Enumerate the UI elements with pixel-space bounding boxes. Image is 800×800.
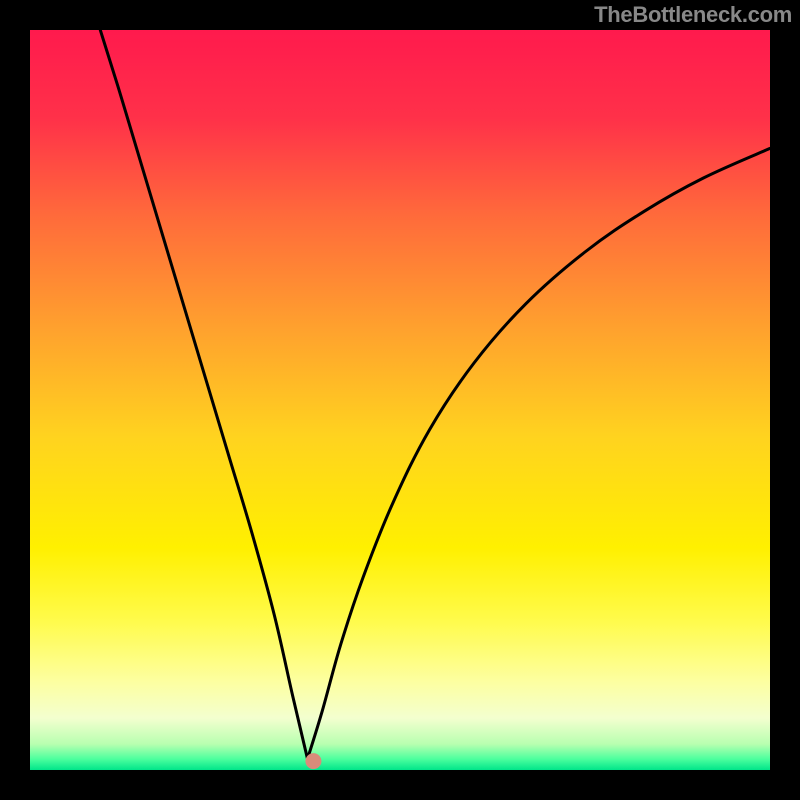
plot-area xyxy=(30,30,770,770)
chart-container: TheBottleneck.com xyxy=(0,0,800,800)
v-curve-path xyxy=(100,30,770,759)
watermark-text: TheBottleneck.com xyxy=(594,2,792,28)
bottleneck-curve xyxy=(30,30,770,770)
optimal-point-marker xyxy=(305,753,321,769)
